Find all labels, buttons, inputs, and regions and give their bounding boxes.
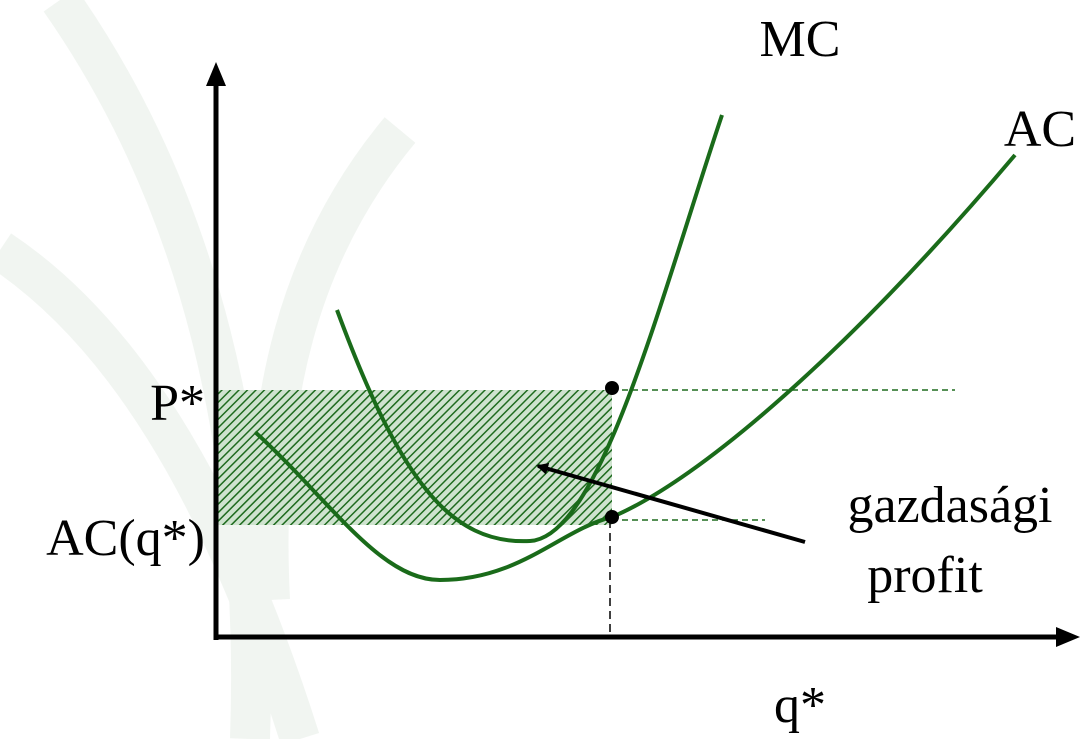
y-axis-arrow: [206, 62, 226, 86]
x-axis-arrow: [1056, 627, 1080, 647]
mc-label: MC: [760, 11, 841, 68]
ac-label: AC: [1004, 101, 1076, 158]
mc-point: [605, 381, 619, 395]
background-swoosh: [0, 0, 416, 739]
profit-label: profit: [867, 547, 983, 604]
mc-curve: [335, 114, 724, 544]
ac-curve: [253, 153, 1017, 583]
quantity-label: q*: [774, 677, 826, 734]
profit-arrow: [536, 462, 806, 544]
profit-area: [218, 390, 612, 525]
price-label: P*: [150, 375, 205, 432]
profit-label: gazdasági: [847, 477, 1052, 534]
ac-point: [605, 510, 619, 524]
avg-cost-label: AC(q*): [46, 510, 205, 567]
